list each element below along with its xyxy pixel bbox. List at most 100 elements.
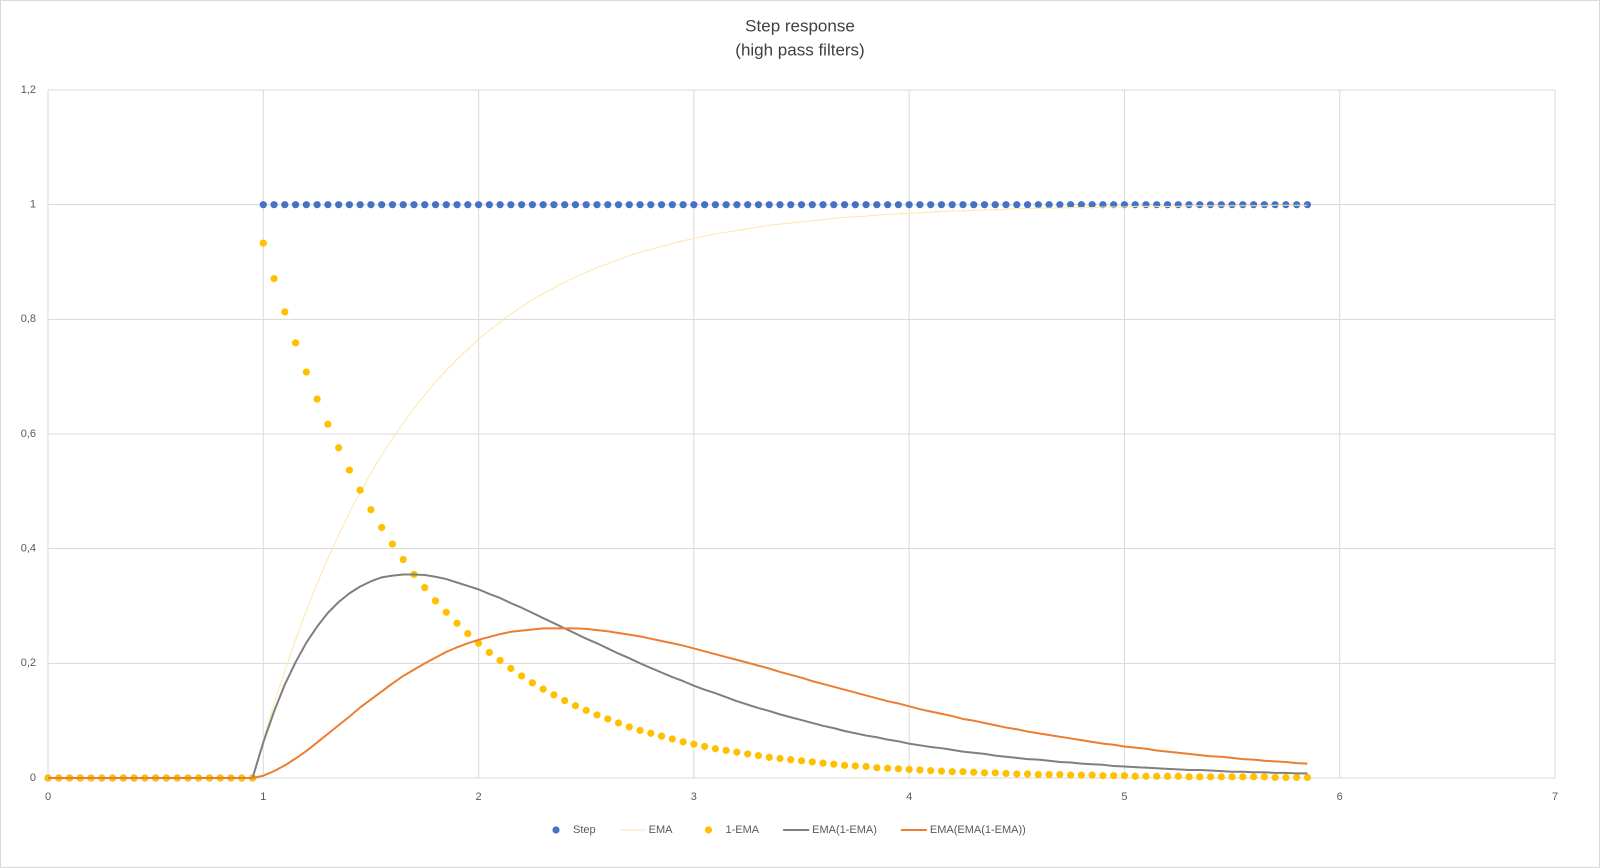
data-point: [862, 762, 870, 771]
data-point: [324, 201, 332, 209]
legend-marker: [552, 826, 560, 834]
data-point: [1260, 201, 1268, 209]
data-point: [1260, 773, 1268, 781]
data-point: [754, 752, 763, 760]
data-point: [324, 420, 332, 428]
x-tick-label: 4: [906, 791, 912, 803]
data-point: [873, 764, 881, 772]
data-point: [399, 201, 407, 209]
chart-title: Step response: [745, 16, 855, 35]
data-point: [528, 679, 536, 687]
data-point: [1206, 201, 1215, 209]
data-point: [991, 769, 999, 777]
data-point: [259, 201, 267, 209]
data-point: [948, 201, 956, 209]
data-point: [711, 201, 719, 209]
legend-label: EMA: [649, 824, 674, 836]
legend-marker: [704, 826, 713, 834]
data-point: [840, 201, 849, 209]
data-point: [1120, 772, 1129, 780]
data-point: [862, 201, 870, 209]
data-point: [797, 757, 806, 765]
data-point: [690, 201, 698, 209]
data-point: [345, 201, 353, 209]
data-point: [970, 201, 978, 209]
data-point: [281, 201, 289, 209]
data-point: [442, 608, 450, 616]
data-point: [399, 555, 407, 564]
data-point: [453, 619, 461, 627]
chart-subtitle: (high pass filters): [735, 40, 864, 59]
data-point: [679, 201, 687, 209]
y-tick-label: 1,2: [21, 84, 36, 96]
data-point: [561, 201, 569, 209]
data-point: [345, 466, 353, 474]
data-point: [722, 201, 730, 209]
data-point: [873, 201, 881, 209]
series-line: [48, 573, 1308, 779]
data-point: [1142, 201, 1150, 209]
data-point: [1023, 770, 1032, 778]
data-point: [388, 540, 397, 548]
data-point: [1174, 772, 1182, 780]
data-point: [550, 691, 558, 699]
data-point: [1056, 770, 1064, 779]
data-point: [367, 506, 375, 514]
data-point: [625, 201, 633, 209]
data-point: [474, 639, 483, 647]
data-point: [485, 648, 493, 657]
x-tick-label: 0: [45, 791, 51, 803]
data-point: [776, 754, 784, 763]
data-point: [894, 765, 902, 773]
data-point: [335, 444, 343, 452]
data-point: [421, 584, 429, 592]
data-point: [507, 201, 515, 209]
data-point: [711, 745, 719, 753]
data-point: [518, 672, 526, 680]
data-point: [1217, 201, 1225, 209]
x-tick-label: 7: [1552, 791, 1558, 803]
data-point: [291, 339, 300, 347]
data-point: [1185, 201, 1193, 209]
data-point: [464, 201, 472, 209]
data-point: [1250, 773, 1258, 781]
data-point: [701, 742, 709, 751]
data-point: [625, 723, 633, 731]
data-point: [733, 748, 741, 756]
legend-label: Step: [573, 824, 596, 836]
data-point: [787, 201, 795, 209]
data-point: [647, 201, 655, 209]
data-point: [1131, 201, 1139, 209]
data-point: [1282, 773, 1290, 782]
data-point: [367, 201, 375, 209]
data-point: [657, 732, 666, 740]
data-point: [1196, 201, 1204, 209]
legend-label: 1-EMA: [725, 824, 759, 836]
data-point: [744, 750, 752, 758]
data-point: [1067, 771, 1075, 779]
data-point: [840, 761, 849, 769]
data-point: [905, 201, 913, 209]
data-point: [485, 201, 493, 209]
data-point: [1174, 201, 1182, 209]
data-point: [496, 201, 504, 209]
data-point: [636, 201, 644, 209]
x-tick-label: 6: [1337, 791, 1343, 803]
data-point: [884, 201, 892, 209]
data-point: [539, 685, 547, 693]
data-point: [1293, 773, 1301, 782]
data-point: [410, 201, 418, 209]
data-point: [1023, 201, 1032, 209]
data-point: [701, 201, 709, 209]
data-point: [1217, 773, 1225, 781]
data-point: [905, 765, 913, 774]
data-point: [431, 201, 440, 209]
data-point: [313, 395, 321, 403]
data-point: [937, 201, 946, 209]
data-point: [507, 664, 515, 673]
data-point: [614, 719, 623, 727]
data-point: [679, 738, 687, 746]
data-point: [518, 201, 526, 209]
data-point: [335, 201, 343, 209]
